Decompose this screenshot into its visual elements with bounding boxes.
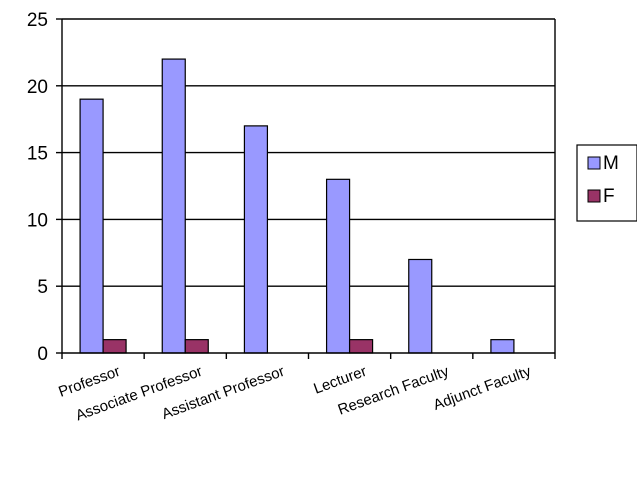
legend-box <box>576 144 637 222</box>
y-tick-label: 10 <box>27 210 48 231</box>
y-tick-label: 0 <box>37 344 48 365</box>
bar-m-5 <box>490 339 515 354</box>
bar-m-3 <box>325 178 351 354</box>
y-tick-label: 15 <box>27 144 48 165</box>
bar-m-2 <box>243 125 269 354</box>
y-tick-labels: 0 5 10 15 20 25 <box>27 10 48 365</box>
legend-swatch-m <box>587 156 601 170</box>
y-tick-label: 20 <box>27 77 48 98</box>
bar-f-3 <box>348 339 374 354</box>
y-tick-label: 5 <box>37 277 48 298</box>
y-tick-label: 25 <box>27 10 48 31</box>
legend-label-f: F <box>603 186 615 207</box>
legend: MF <box>576 144 637 222</box>
legend-swatch-f <box>587 189 601 203</box>
bar-f-0 <box>102 339 127 354</box>
bar-m-0 <box>79 98 104 354</box>
bars <box>79 58 515 354</box>
legend-label-m: M <box>603 153 619 174</box>
bar-m-4 <box>408 258 433 354</box>
bar-f-1 <box>184 339 209 354</box>
x-category-label: Lecturer <box>311 363 369 398</box>
axes <box>56 18 556 359</box>
gridlines <box>62 18 555 287</box>
bar-m-1 <box>161 58 186 354</box>
